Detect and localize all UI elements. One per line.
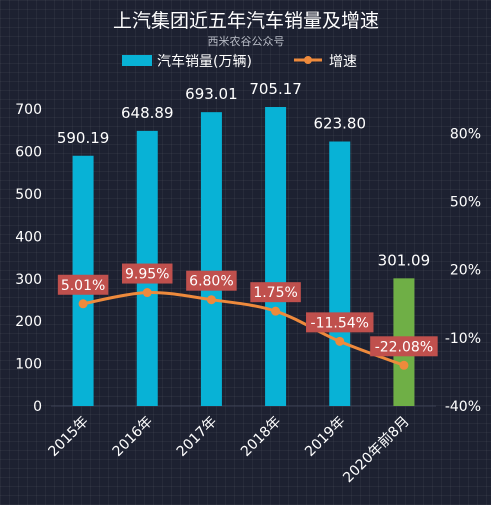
growth-value-label: -22.08%: [375, 339, 433, 355]
growth-value-label: 9.95%: [125, 267, 169, 283]
bar: [329, 141, 351, 407]
bar-value-label: 301.09: [378, 251, 431, 269]
left-axis: 0 100 200 300 400 500 600 700: [15, 102, 42, 415]
x-tick-label: 2019年: [302, 414, 348, 460]
bar-labels: 590.19 648.89 693.01 705.17 623.80 301.09: [57, 80, 430, 269]
bar-value-label: 648.89: [121, 104, 174, 122]
right-tick-label: 80%: [450, 126, 481, 142]
chart-subtitle: 西米农谷公众号: [208, 34, 285, 48]
bar-value-label: 693.01: [185, 85, 238, 103]
legend: 汽车销量(万辆) 增速: [122, 53, 357, 70]
growth-value-label: 5.01%: [61, 278, 105, 294]
left-tick-label: 100: [15, 357, 42, 373]
growth-point: [399, 360, 409, 370]
growth-point: [142, 288, 152, 298]
legend-bar-label: 汽车销量(万辆): [157, 53, 252, 70]
right-tick-label: 20%: [450, 263, 481, 279]
growth-line: [82, 291, 405, 367]
growth-label-box: [306, 312, 374, 333]
legend-line-label: 增速: [329, 54, 357, 70]
growth-label-box: [57, 274, 109, 295]
right-tick-label: -40%: [445, 399, 481, 415]
growth-series: [78, 288, 409, 370]
growth-label-box: [122, 263, 173, 284]
growth-value-label: 6.80%: [189, 274, 233, 290]
x-tick-label: 2017年: [174, 414, 220, 460]
bar-series: [72, 107, 415, 407]
growth-value-label: 1.75%: [253, 285, 297, 301]
left-tick-label: 500: [15, 187, 42, 203]
chart-title: 上汽集团近五年汽车销量及增速: [113, 10, 379, 32]
growth-point: [335, 336, 345, 346]
left-tick-label: 0: [33, 399, 42, 415]
x-tick-label: 2018年: [238, 414, 284, 460]
growth-label-box: [250, 282, 301, 303]
x-tick-label: 2016年: [110, 414, 156, 460]
left-tick-label: 400: [15, 229, 42, 245]
right-tick-label: 50%: [450, 195, 481, 211]
right-axis: -40% -10% 20% 50% 80%: [445, 126, 481, 415]
bar: [265, 107, 287, 406]
bar-value-label: 590.19: [57, 129, 110, 147]
growth-labels: 5.01% 9.95% 6.80% 1.75% -11.54% -22.08%: [57, 263, 438, 357]
growth-point: [78, 299, 88, 309]
right-tick-label: -10%: [445, 331, 481, 347]
growth-label-box: [186, 270, 237, 291]
growth-label-box: [370, 336, 438, 357]
bar-value-label: 623.80: [314, 115, 367, 133]
bar-value-label: 705.17: [249, 80, 302, 98]
growth-point: [271, 306, 281, 316]
growth-point: [206, 295, 216, 305]
x-tick-label: 2020年前8月: [340, 413, 413, 486]
left-tick-label: 600: [15, 145, 42, 161]
left-tick-label: 700: [15, 102, 42, 118]
legend-bar-swatch: [122, 55, 152, 66]
growth-value-label: -11.54%: [311, 315, 369, 331]
left-tick-label: 200: [15, 314, 42, 330]
x-tick-label: 2015年: [45, 414, 91, 460]
bar: [200, 112, 222, 406]
legend-line-marker: [304, 56, 312, 64]
left-tick-label: 300: [15, 272, 42, 288]
